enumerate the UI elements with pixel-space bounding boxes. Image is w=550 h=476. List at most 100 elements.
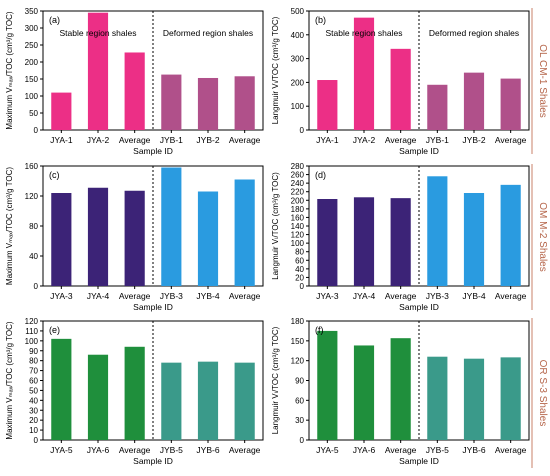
x-tick-label: JYB-5 — [426, 445, 449, 455]
y-tick-label: 80 — [29, 357, 38, 366]
panel-label: (e) — [49, 325, 60, 335]
y-tick-label: 400 — [291, 31, 305, 40]
x-tick-label: JYA-3 — [316, 291, 339, 301]
y-tick-label: 30 — [295, 416, 304, 425]
bar — [51, 338, 72, 440]
x-tick-label: JYA-5 — [50, 445, 73, 455]
bar — [234, 179, 255, 286]
y-tick-label: 240 — [291, 179, 305, 188]
y-tick-label: 140 — [291, 222, 305, 231]
y-tick-label: 120 — [291, 357, 305, 366]
x-tick-label: JYB-2 — [462, 135, 485, 145]
y-tick-label: 60 — [295, 396, 304, 405]
bar — [353, 345, 375, 440]
x-tick-label: JYA-5 — [316, 445, 339, 455]
x-axis-title: Sample ID — [133, 456, 173, 466]
x-tick-label: JYA-6 — [353, 445, 376, 455]
bar — [234, 362, 255, 440]
bar — [234, 76, 255, 130]
row-label-3: OR S-3 Shales — [531, 318, 548, 468]
y-axis-title: Maximum Vₘₐₓ/TOC (cm³/g TOC) — [5, 321, 14, 439]
y-tick-label: 100 — [291, 102, 305, 111]
y-tick-label: 20 — [295, 273, 304, 282]
y-tick-label: 150 — [291, 337, 305, 346]
x-tick-label: JYB-5 — [160, 445, 183, 455]
bar — [500, 357, 521, 440]
bar — [51, 92, 72, 130]
y-tick-label: 200 — [291, 78, 305, 87]
x-tick-label: Average — [495, 135, 527, 145]
bar — [161, 167, 182, 286]
bar — [317, 80, 338, 130]
x-tick-label: Average — [229, 445, 261, 455]
bar — [197, 77, 219, 130]
bar — [500, 184, 521, 286]
x-tick-label: Average — [119, 445, 151, 455]
x-tick-label: JYA-3 — [50, 291, 73, 301]
bar — [124, 52, 145, 131]
y-axis-title: Langmuir Vₗ/TOC (cm³/g TOC) — [271, 326, 280, 434]
panel-label: (d) — [315, 170, 326, 180]
bar — [427, 356, 448, 440]
stable-region-label: Stable region shales — [325, 28, 402, 38]
y-tick-label: 50 — [29, 386, 38, 395]
y-tick-label: 160 — [291, 213, 305, 222]
x-tick-label: JYB-1 — [160, 135, 183, 145]
y-tick-label: 180 — [291, 205, 305, 214]
chart-panel-2: 0 100 200 300 400 500 JYA-1 JYA-2 Average JYB-1 JY… — [271, 7, 530, 156]
x-axis-title: Sample ID — [133, 302, 173, 312]
y-tick-label: 500 — [291, 7, 305, 16]
y-tick-label: 200 — [291, 196, 305, 205]
y-tick-label: 0 — [300, 126, 305, 135]
x-tick-label: Average — [229, 291, 261, 301]
x-tick-label: JYA-1 — [316, 135, 339, 145]
chart-panel-3: 0 40 80 120 160 JYA-3 JYA-4 Average JYB-3 JYB-4 Av… — [5, 162, 264, 312]
x-tick-label: Average — [119, 291, 151, 301]
x-tick-label: JYB-6 — [196, 445, 219, 455]
y-axis-title: Maximum Vₘₐₓ/TOC (cm³/g TOC) — [5, 11, 14, 129]
y-tick-label: 120 — [25, 317, 39, 326]
y-tick-label: 60 — [29, 377, 38, 386]
bar — [317, 330, 338, 440]
x-axis-title: Sample ID — [399, 302, 439, 312]
x-axis-title: Sample ID — [133, 146, 173, 156]
x-tick-label: JYA-6 — [87, 445, 110, 455]
x-tick-label: JYB-3 — [426, 291, 449, 301]
bar — [197, 191, 219, 286]
deformed-region-label: Deformed region shales — [163, 28, 253, 38]
bar — [427, 176, 448, 286]
y-tick-label: 150 — [25, 75, 39, 84]
panel-label: (a) — [49, 15, 60, 25]
y-tick-label: 250 — [25, 41, 39, 50]
bar — [197, 361, 219, 440]
bar — [317, 199, 338, 286]
bar — [51, 193, 72, 286]
panel-label: (c) — [49, 170, 60, 180]
x-tick-label: JYB-4 — [462, 291, 485, 301]
y-tick-label: 80 — [29, 222, 38, 231]
y-tick-label: 260 — [291, 171, 305, 180]
y-tick-label: 350 — [25, 7, 39, 16]
y-tick-label: 10 — [29, 426, 38, 435]
y-tick-label: 120 — [291, 231, 305, 240]
x-tick-label: JYA-2 — [87, 135, 110, 145]
row-label-1: OL CM-1 Shales — [531, 8, 548, 154]
y-tick-label: 0 — [34, 126, 39, 135]
y-tick-label: 70 — [29, 367, 38, 376]
y-tick-label: 30 — [29, 406, 38, 415]
y-tick-label: 180 — [291, 317, 305, 326]
bar — [463, 72, 485, 130]
x-tick-label: Average — [229, 135, 261, 145]
y-tick-label: 20 — [29, 416, 38, 425]
y-tick-label: 100 — [25, 92, 39, 101]
panel-label: (f) — [315, 325, 324, 335]
bar — [161, 362, 182, 440]
row-label-1-text: OL CM-1 Shales — [537, 44, 548, 118]
y-tick-label: 0 — [34, 436, 39, 445]
x-tick-label: Average — [495, 291, 527, 301]
y-tick-label: 200 — [25, 58, 39, 67]
bar — [390, 338, 411, 440]
y-tick-label: 90 — [295, 377, 304, 386]
